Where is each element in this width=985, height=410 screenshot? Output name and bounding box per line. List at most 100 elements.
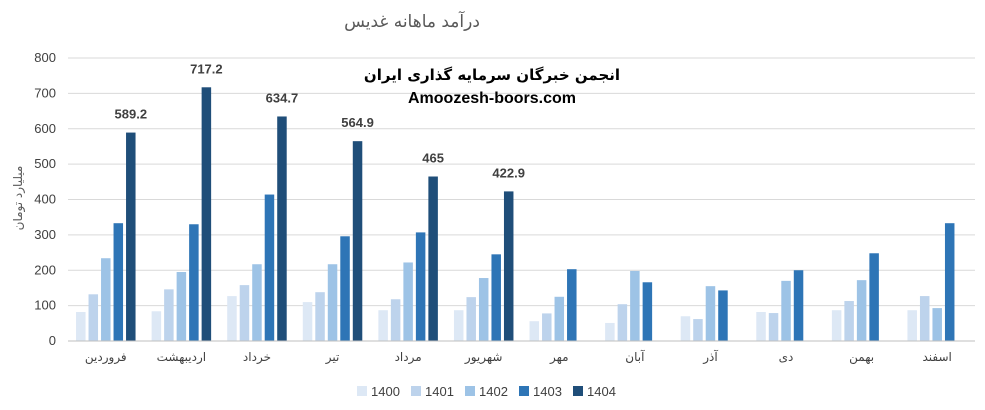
bar — [907, 310, 917, 341]
bar — [919, 296, 930, 341]
bar — [617, 304, 628, 341]
y-tick-label: 100 — [34, 298, 56, 313]
y-tick-label: 300 — [34, 227, 56, 242]
bar — [390, 299, 401, 341]
category-label: مهر — [549, 350, 569, 365]
category-labels: فروردین اردیبهشت خرداد تیر مرداد شهریور مهر آبا… — [85, 349, 952, 365]
legend: 1400 1401 1402 1403 1404 — [357, 384, 616, 399]
bar — [352, 141, 363, 341]
watermark-line1: انجمن خبرگان سرمایه گذاری ایران — [364, 66, 620, 84]
category-label: خرداد — [243, 350, 271, 365]
data-label: 589.2 — [115, 107, 148, 122]
y-tick-label: 400 — [34, 192, 56, 207]
bar — [403, 262, 413, 341]
y-axis-label: میلیارد تومان — [11, 166, 26, 231]
bar — [869, 253, 879, 341]
bar — [932, 308, 942, 341]
bar — [176, 272, 187, 341]
data-label: 634.7 — [266, 90, 299, 105]
legend-label: 1403 — [533, 384, 562, 399]
bar — [252, 264, 262, 341]
y-tick-label: 200 — [34, 262, 56, 277]
bar — [466, 297, 476, 341]
bar — [844, 301, 854, 341]
data-label: 465 — [422, 151, 444, 166]
bar — [453, 310, 464, 341]
legend-swatch — [411, 386, 421, 396]
bar — [189, 224, 199, 341]
category-label: آذر — [702, 349, 718, 365]
category-label: دی — [779, 350, 794, 364]
data-label: 564.9 — [341, 115, 374, 130]
bar — [944, 223, 955, 341]
bar — [239, 285, 250, 341]
category-label: بهمن — [849, 350, 874, 365]
bar — [642, 282, 653, 341]
legend-swatch — [357, 386, 367, 396]
bar — [264, 194, 275, 341]
bar — [277, 116, 287, 341]
bar — [478, 278, 489, 341]
bar — [718, 290, 728, 341]
legend-swatch — [573, 386, 583, 396]
bar — [164, 289, 174, 341]
bar — [428, 176, 438, 341]
legend-label: 1400 — [371, 384, 400, 399]
y-tick-label: 600 — [34, 121, 56, 136]
category-label: تیر — [325, 350, 340, 365]
watermark-line2: Amoozesh-boors.com — [408, 90, 576, 107]
bar — [76, 311, 86, 341]
y-tick-label: 0 — [49, 333, 56, 348]
y-tick-label: 800 — [34, 50, 56, 65]
bar — [567, 269, 577, 341]
gridlines — [68, 57, 975, 307]
y-axis-ticks: 0 100 200 300 400 500 600 700 800 — [34, 50, 56, 348]
bar — [503, 191, 514, 341]
legend-swatch — [519, 386, 529, 396]
data-label: 717.2 — [190, 61, 223, 76]
bar — [693, 319, 703, 341]
bars — [76, 87, 955, 341]
bar — [542, 313, 552, 341]
legend-label: 1404 — [587, 384, 616, 399]
bar — [315, 292, 325, 341]
bar — [630, 270, 640, 341]
category-label: اردیبهشت — [157, 350, 206, 365]
chart-title: درآمد ماهانه غدیس — [344, 10, 480, 32]
legend-swatch — [465, 386, 475, 396]
bar — [781, 280, 791, 341]
data-label: 422.9 — [492, 165, 525, 180]
bar — [831, 310, 842, 341]
category-label: فروردین — [85, 350, 127, 365]
bar — [302, 302, 313, 341]
y-tick-label: 700 — [34, 85, 56, 100]
category-label: اسفند — [923, 350, 952, 364]
category-label: شهریور — [464, 350, 503, 365]
category-label: آبان — [625, 349, 645, 364]
bar — [378, 310, 388, 341]
category-label: مرداد — [395, 350, 422, 365]
bar — [793, 270, 804, 341]
bar — [88, 294, 99, 341]
legend-label: 1401 — [425, 384, 454, 399]
bar — [491, 254, 501, 341]
bar — [126, 132, 136, 341]
bar — [705, 286, 716, 341]
bar — [415, 232, 426, 341]
bar — [340, 236, 350, 341]
bar — [756, 311, 766, 341]
bar — [113, 223, 124, 341]
bar — [201, 87, 212, 341]
y-tick-label: 500 — [34, 156, 56, 171]
data-labels: 589.2 717.2 634.7 564.9 465 422.9 — [115, 61, 525, 180]
bar — [554, 296, 565, 341]
bar — [605, 322, 615, 341]
bar — [529, 321, 540, 341]
bar — [856, 280, 867, 341]
bar — [101, 258, 111, 341]
bar — [327, 264, 338, 341]
bar — [680, 316, 691, 341]
bar — [151, 311, 162, 341]
bar — [768, 313, 779, 341]
